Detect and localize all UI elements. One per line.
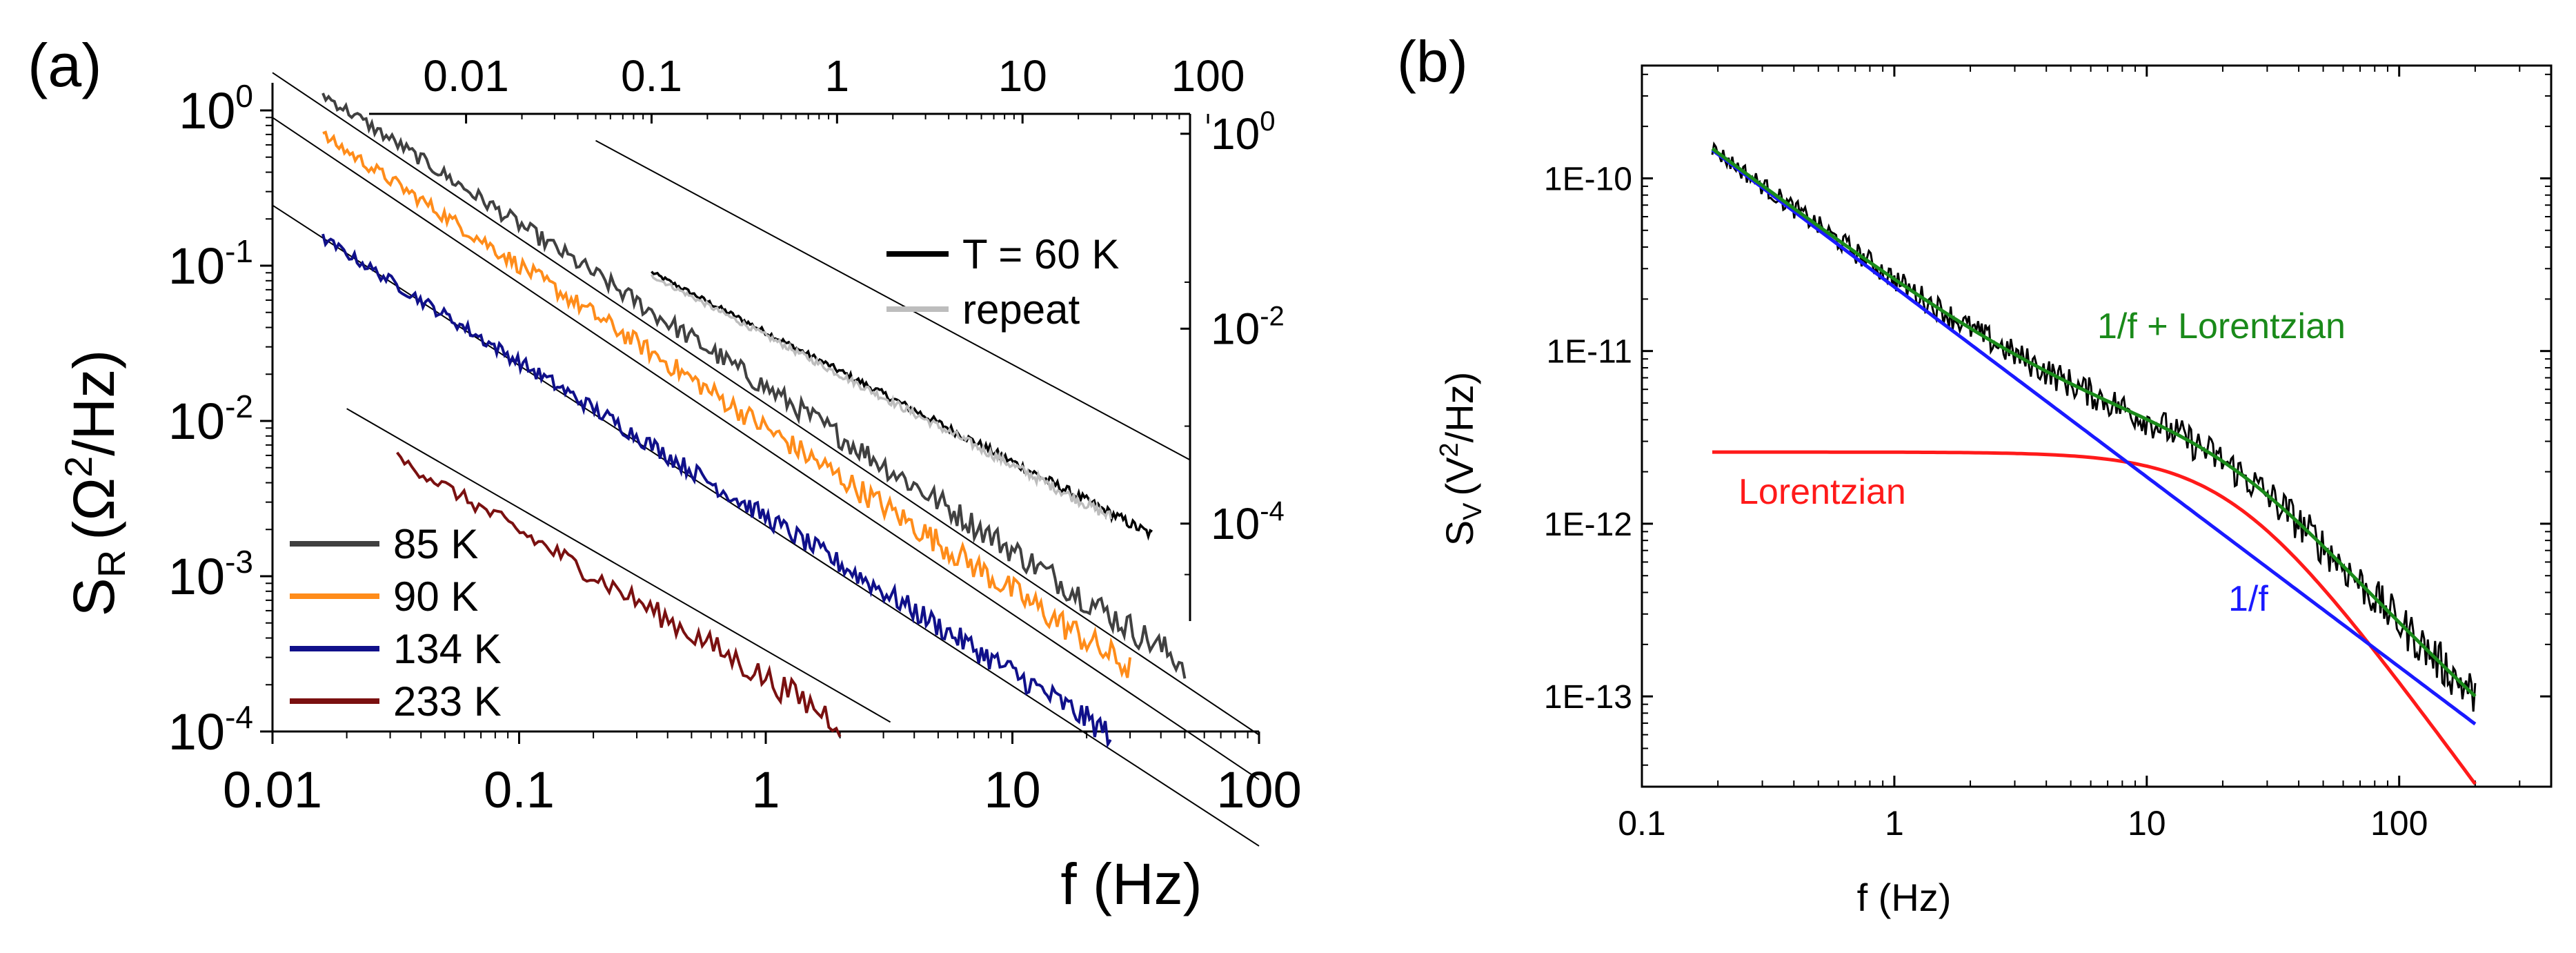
inset-x-tick-label: 0.1 — [621, 51, 682, 101]
fit-line — [272, 72, 1260, 736]
y-tick-label: 10-3 — [168, 544, 253, 605]
inset-y-tick-label: 100 — [1211, 106, 1275, 159]
panel-a: (a) 0.01 0.1 1 10 100 10-4 10-2 100 T = 60 K repe… — [28, 31, 1302, 916]
annotation-lorentzian: Lorentzian — [1738, 472, 1906, 512]
inset-x-tick-label: 10 — [998, 51, 1047, 101]
series-lorentzian-line — [1712, 450, 2477, 785]
panel-b: (b) 0.1 1 10 100 1E-13 1E-12 1E-11 1E-10 1/f + L… — [1397, 29, 2553, 919]
x-tick-label: 0.01 — [223, 761, 322, 818]
series-1f-line — [1711, 148, 2477, 726]
inset-series-repeat-line — [650, 273, 1113, 520]
main-plot: 0.01 0.1 1 10 100 10-4 10-3 10-2 10-1 100 85 K 90 K… — [168, 72, 1302, 847]
y-tick-label-b: 1E-13 — [1544, 679, 1632, 716]
panel-b-label: (b) — [1397, 29, 1468, 94]
legend-label: 85 K — [393, 521, 478, 567]
x-tick-label: 10 — [984, 761, 1040, 818]
series-data-line — [1711, 141, 2477, 712]
fit-line — [272, 117, 1260, 780]
inset-y-tick-label: 10-4 — [1211, 496, 1285, 549]
y-tick-label-b: 1E-10 — [1544, 161, 1632, 197]
legend-label: 233 K — [393, 678, 502, 725]
inset-plot: 0.01 0.1 1 10 100 10-4 10-2 100 T = 60 K repeat — [369, 51, 1285, 621]
legend-label: 134 K — [393, 626, 502, 672]
y-tick-label: 10-2 — [168, 389, 253, 450]
inset-x-tick-label: 100 — [1171, 51, 1245, 101]
y-tick-label: 100 — [179, 78, 253, 139]
plot-b: 0.1 1 10 100 1E-13 1E-12 1E-11 1E-10 1/f + Loren… — [1544, 64, 2553, 843]
x-axis-label: f (Hz) — [1060, 852, 1202, 916]
y-tick-label-b: 1E-12 — [1544, 507, 1632, 543]
inset-series-60k-line — [651, 271, 1153, 541]
x-tick-label-b: 100 — [2370, 804, 2428, 843]
series-233k-line — [396, 451, 842, 738]
y-tick-label-b: 1E-11 — [1546, 334, 1632, 371]
x-tick-label: 0.1 — [484, 761, 555, 818]
fit-line — [272, 204, 1260, 847]
y-tick-label: 10-1 — [168, 233, 253, 295]
x-tick-label-b: 1 — [1885, 804, 1904, 843]
annotation-1f: 1/f — [2228, 579, 2268, 619]
panel-a-label: (a) — [28, 31, 102, 99]
series-85k-line — [321, 92, 1187, 679]
annotation-sum: 1/f + Lorentzian — [2097, 306, 2346, 346]
fit-line — [346, 408, 891, 723]
series-sum-line — [1711, 147, 2477, 698]
plot-frame — [1641, 64, 2553, 788]
inset-y-tick-label: 10-2 — [1211, 301, 1285, 353]
series-90k-line — [322, 130, 1132, 678]
inset-legend-label: repeat — [962, 286, 1080, 333]
y-tick-label: 10-4 — [168, 699, 253, 760]
x-tick-label: 1 — [751, 761, 780, 818]
series-134k-line — [321, 233, 1112, 749]
inset-legend-label: T = 60 K — [962, 231, 1119, 277]
x-tick-label-b: 0.1 — [1618, 804, 1666, 843]
y-axis-label-b: SV(V2/Hz) — [1435, 372, 1487, 547]
legend-label: 90 K — [393, 573, 478, 620]
x-tick-label-b: 10 — [2128, 804, 2166, 843]
inset-x-tick-label: 1 — [825, 51, 850, 101]
y-axis-label: SR(Ω2/Hz) — [57, 350, 133, 616]
inset-fit-line — [595, 139, 1191, 461]
x-tick-label: 100 — [1216, 761, 1301, 818]
inset-x-tick-label: 0.01 — [423, 51, 509, 101]
x-axis-label-b: f (Hz) — [1857, 876, 1952, 919]
